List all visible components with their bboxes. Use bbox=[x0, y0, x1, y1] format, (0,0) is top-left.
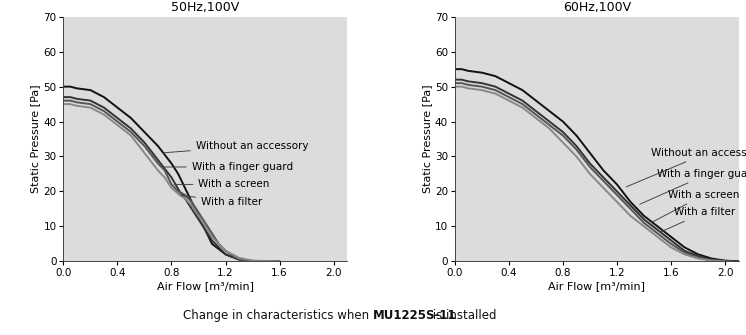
Text: Change in characteristics when: Change in characteristics when bbox=[183, 309, 373, 322]
X-axis label: Air Flow [m³/min]: Air Flow [m³/min] bbox=[548, 281, 645, 291]
Text: With a filter: With a filter bbox=[660, 207, 735, 232]
Text: With a filter: With a filter bbox=[181, 195, 263, 207]
Title: 60Hz,100V: 60Hz,100V bbox=[562, 1, 631, 14]
Text: With a screen: With a screen bbox=[653, 190, 740, 221]
Text: Without an accessory: Without an accessory bbox=[627, 148, 746, 187]
Text: With a finger guard: With a finger guard bbox=[640, 169, 746, 204]
Text: is installed: is installed bbox=[429, 309, 496, 322]
Text: Without an accessory: Without an accessory bbox=[163, 141, 308, 153]
Title: 50Hz,100V: 50Hz,100V bbox=[171, 1, 239, 14]
Text: With a finger guard: With a finger guard bbox=[163, 162, 293, 172]
Text: MU1225S-11: MU1225S-11 bbox=[373, 309, 457, 322]
Y-axis label: Static Pressure [Pa]: Static Pressure [Pa] bbox=[31, 85, 40, 193]
Y-axis label: Static Pressure [Pa]: Static Pressure [Pa] bbox=[422, 85, 432, 193]
Text: Change in characteristics when MU1225S-11 is installed: Change in characteristics when MU1225S-1… bbox=[0, 334, 1, 335]
X-axis label: Air Flow [m³/min]: Air Flow [m³/min] bbox=[157, 281, 254, 291]
Text: With a screen: With a screen bbox=[175, 180, 270, 189]
